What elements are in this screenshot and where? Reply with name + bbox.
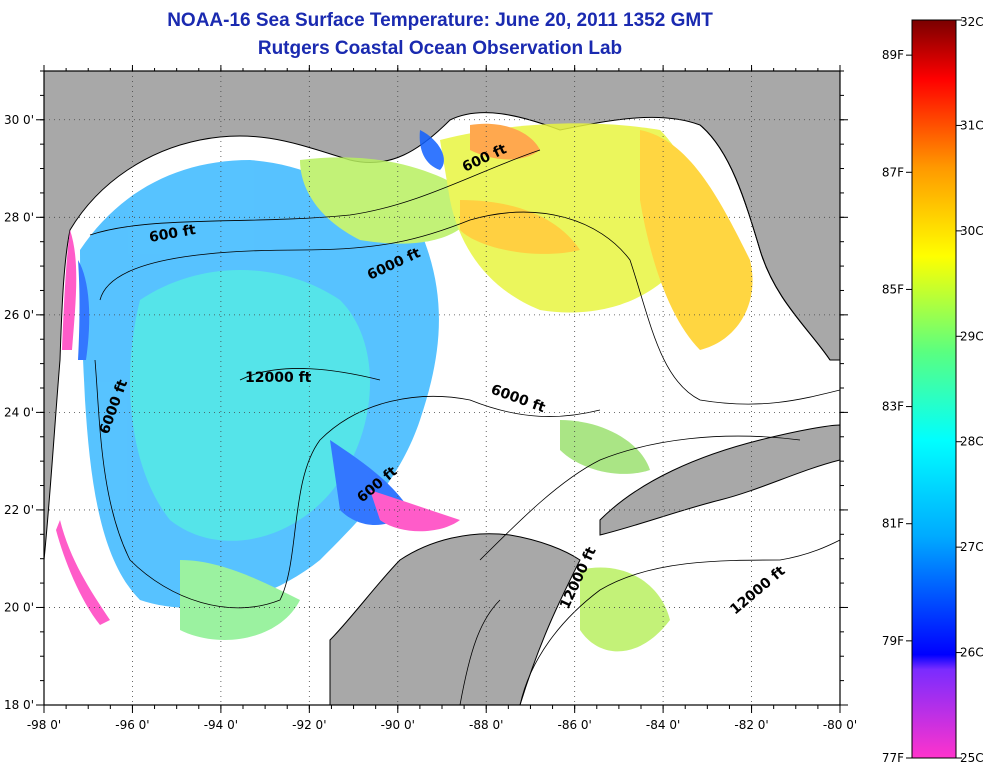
y-tick-label: 24 0' (4, 405, 34, 419)
florida-coast (699, 124, 831, 361)
x-tick-label: -86 0' (557, 718, 591, 732)
y-tick-label: 20 0' (4, 600, 34, 614)
colorbar-f-label: 87F (882, 165, 904, 179)
y-tick-label: 28 0' (4, 210, 34, 224)
colorbar-c-label: 25C (960, 751, 984, 765)
colorbar-celsius-labels: 32C 31C 30C 29C 28C 27C 26C 25C (956, 15, 984, 765)
x-axis: -98 0' -96 0' -94 0' -92 0' -90 0' -88 0' -86 … (27, 65, 857, 732)
colorbar-c-label: 27C (960, 540, 984, 554)
colorbar-fahrenheit-labels: 89F 87F 85F 83F 81F 79F 77F (882, 48, 912, 765)
y-tick-label: 26 0' (4, 308, 34, 322)
y-tick-label: 18 0' (4, 698, 34, 712)
x-tick-label: -84 0' (646, 718, 680, 732)
colorbar-f-label: 83F (882, 400, 904, 414)
cuba-land (599, 424, 840, 536)
map-title: NOAA-16 Sea Surface Temperature: June 20… (167, 10, 713, 31)
x-tick-label: -90 0' (381, 718, 415, 732)
y-tick-label: 22 0' (4, 503, 34, 517)
x-tick-label: -96 0' (115, 718, 149, 732)
colorbar-f-label: 81F (882, 517, 904, 531)
x-tick-label: -98 0' (27, 718, 61, 732)
sst-swaths (56, 123, 753, 652)
depth-contours (89, 149, 840, 705)
map-subtitle: Rutgers Coastal Ocean Observation Lab (257, 38, 623, 59)
yucatan-land (329, 533, 581, 705)
x-tick-label: -80 0' (823, 718, 857, 732)
colorbar-f-label: 89F (882, 48, 904, 62)
colorbar-f-label: 77F (882, 751, 904, 765)
colorbar-c-label: 30C (960, 224, 984, 238)
colorbar-c-label: 28C (960, 435, 984, 449)
x-tick-label: -94 0' (204, 718, 238, 732)
colorbar-c-label: 31C (960, 118, 984, 132)
y-axis: 30 0' 28 0' 26 0' 24 0' 22 0' 20 0' 18 0' (4, 70, 848, 712)
colorbar-f-label: 85F (882, 282, 904, 296)
x-tick-label: -82 0' (734, 718, 768, 732)
x-tick-label: -88 0' (469, 718, 503, 732)
colorbar-c-label: 29C (960, 329, 984, 343)
x-tick-label: -92 0' (292, 718, 326, 732)
colorbar-c-label: 26C (960, 646, 984, 660)
depth-label: 12000 ft (245, 370, 312, 386)
y-tick-label: 30 0' (4, 113, 34, 127)
map-grid (44, 71, 840, 705)
colorbar-c-label: 32C (960, 15, 984, 29)
colorbar (911, 19, 957, 759)
colorbar-f-label: 79F (882, 634, 904, 648)
